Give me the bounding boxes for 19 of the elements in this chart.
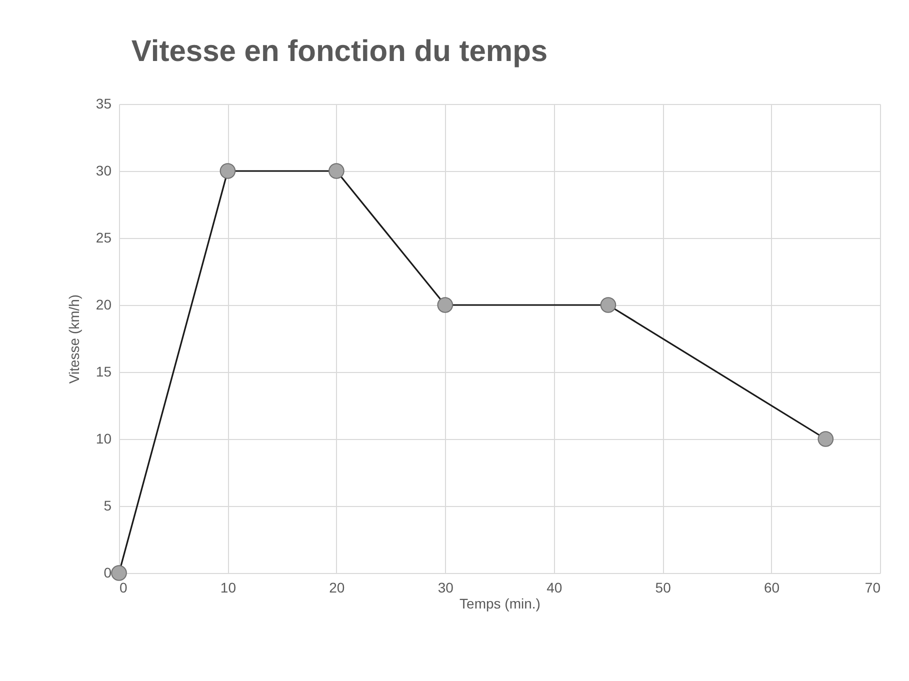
x-tick-label: 30 [438,580,454,596]
y-tick-label: 25 [96,230,112,246]
x-tick-label: 20 [329,580,345,596]
x-axis-title: Temps (min.) [460,596,540,612]
x-tick-label: 0 [120,580,128,596]
y-tick-label: 10 [96,430,112,446]
y-tick-label: 30 [96,162,112,178]
x-tick-label: 60 [764,580,780,596]
x-tick-label: 70 [864,580,881,596]
y-axis-title: Vitesse (km/h) [66,294,82,384]
y-tick-label: 0 [104,564,112,580]
chart-title: Vitesse en fonction du temps [131,35,548,68]
x-tick-label: 10 [220,580,236,596]
y-tick-label: 5 [104,498,112,514]
y-tick-label: 15 [96,364,112,380]
y-tick-label: 20 [96,296,112,312]
x-tick-label: 40 [546,580,562,596]
y-tick-label: 35 [96,96,112,112]
x-tick-label: 50 [655,580,672,596]
